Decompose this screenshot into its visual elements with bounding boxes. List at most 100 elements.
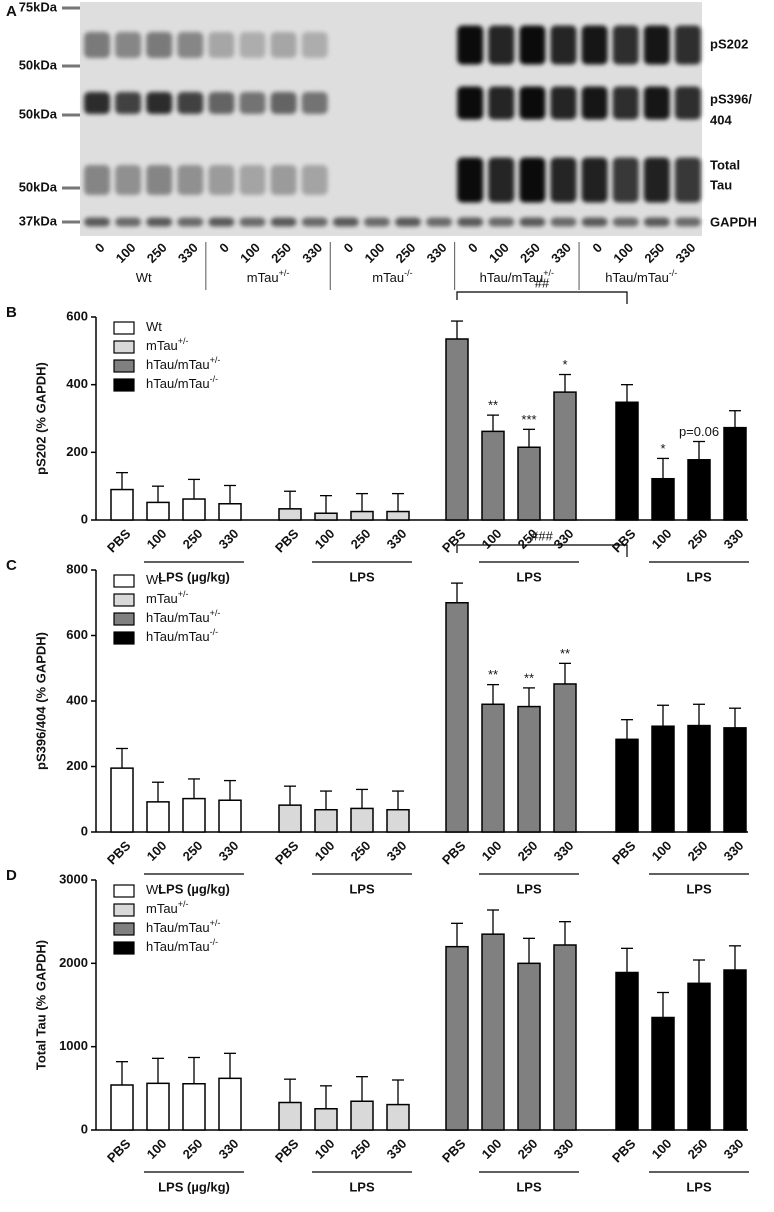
bar xyxy=(615,401,639,521)
legend-swatch xyxy=(113,340,135,354)
blot-band xyxy=(550,217,577,227)
bar xyxy=(517,705,541,833)
x-tick-label: 100 xyxy=(312,838,338,864)
group-label: LPS xyxy=(686,881,712,896)
x-tick-label: 100 xyxy=(479,526,505,552)
blot-band xyxy=(581,25,608,65)
legend-swatch xyxy=(113,941,135,955)
bar xyxy=(687,459,711,521)
significance: ** xyxy=(488,398,498,413)
group-label: LPS (µg/kg) xyxy=(158,1179,230,1194)
blot-band xyxy=(146,165,173,195)
legend-label-sup: +/- xyxy=(210,355,221,365)
bar xyxy=(218,1077,242,1131)
legend-label: Wt xyxy=(146,572,162,587)
blot-band xyxy=(115,165,142,195)
x-tick-label: 100 xyxy=(144,1136,170,1162)
bar xyxy=(278,1101,302,1131)
y-tick-label: 200 xyxy=(66,444,88,459)
bar xyxy=(723,969,747,1131)
legend-label: hTau/mTau-/- xyxy=(146,627,218,644)
bar xyxy=(350,1100,374,1131)
x-tick-label: 250 xyxy=(685,526,711,552)
x-tick-label: PBS xyxy=(439,526,469,556)
x-tick-label: PBS xyxy=(609,838,639,868)
x-tick-label: PBS xyxy=(104,526,134,556)
y-tick-label: 0 xyxy=(81,1121,88,1136)
x-tick-label: 330 xyxy=(551,838,577,864)
blot-band xyxy=(488,157,515,203)
lane-label: 250 xyxy=(517,240,543,266)
row-label: Tau xyxy=(710,177,732,192)
row-label: 404 xyxy=(710,112,732,127)
bar xyxy=(687,982,711,1131)
bar xyxy=(218,799,242,833)
legend-label-main: hTau/mTau xyxy=(146,376,210,391)
group-label: LPS xyxy=(349,1179,375,1194)
x-tick-label: 250 xyxy=(685,1136,711,1162)
blot-band xyxy=(301,92,328,114)
x-tick-label: 330 xyxy=(721,838,747,864)
blot-band xyxy=(177,165,204,195)
legend-label-main: Wt xyxy=(146,572,162,587)
bar xyxy=(350,807,374,833)
x-tick-label: PBS xyxy=(104,1136,134,1166)
legend-label-sup: -/- xyxy=(210,627,219,637)
bar xyxy=(615,738,639,833)
blot-band xyxy=(84,165,110,195)
blot-band xyxy=(612,157,639,203)
legend-label-sup: +/- xyxy=(210,608,221,618)
legend-label: hTau/mTau+/- xyxy=(146,918,220,935)
legend-label-main: mTau xyxy=(146,591,178,606)
bar xyxy=(651,725,675,833)
group-label: mTau+/- xyxy=(247,268,290,285)
bar xyxy=(445,338,469,521)
legend-label-sup: +/- xyxy=(178,336,189,346)
blot-band xyxy=(239,217,266,227)
y-tick-label: 800 xyxy=(66,561,88,576)
blot-band xyxy=(146,217,173,227)
marker-label: 75kDa xyxy=(19,0,58,14)
blot-band xyxy=(457,86,484,120)
x-tick-label: 330 xyxy=(384,838,410,864)
bar xyxy=(445,945,469,1131)
bar xyxy=(386,1103,410,1131)
legend-label-sup: +/- xyxy=(178,899,189,909)
x-tick-label: PBS xyxy=(609,526,639,556)
bracket xyxy=(456,544,628,557)
x-tick-label: 250 xyxy=(348,526,374,552)
legend-swatch xyxy=(113,884,135,898)
legend-label: Wt xyxy=(146,882,162,897)
blot-band xyxy=(457,217,484,227)
blot-band xyxy=(146,32,173,58)
bar xyxy=(386,808,410,833)
y-axis-title: pS396/404 (% GAPDH) xyxy=(33,632,48,770)
legend-label-main: hTau/mTau xyxy=(146,357,210,372)
x-tick-label: 330 xyxy=(721,1136,747,1162)
blot-band xyxy=(643,25,670,65)
significance: ** xyxy=(488,667,498,682)
legend-label: mTau+/- xyxy=(146,589,189,606)
blot-band xyxy=(395,217,421,227)
legend-label: Wt xyxy=(146,319,162,334)
legend-label: hTau/mTau+/- xyxy=(146,355,220,372)
blot-band xyxy=(519,217,546,227)
significance: * xyxy=(660,441,665,456)
blot-band xyxy=(208,92,235,114)
x-tick-label: 100 xyxy=(144,838,170,864)
legend-label-sup: -/- xyxy=(210,374,219,384)
group-label: LPS (µg/kg) xyxy=(158,881,230,896)
row-label: pS202 xyxy=(710,36,748,51)
group-label: LPS xyxy=(686,1179,712,1194)
lane-label: 330 xyxy=(175,240,201,266)
blot-band xyxy=(115,92,142,114)
blot-band xyxy=(177,217,204,227)
x-tick-label: 100 xyxy=(479,1136,505,1162)
x-tick-label: 330 xyxy=(216,1136,242,1162)
x-tick-label: 100 xyxy=(649,1136,675,1162)
bar xyxy=(314,808,338,833)
bar xyxy=(146,1082,170,1131)
blot-band xyxy=(270,165,297,195)
lane-label: 330 xyxy=(299,240,325,266)
panel-label: C xyxy=(6,557,17,574)
